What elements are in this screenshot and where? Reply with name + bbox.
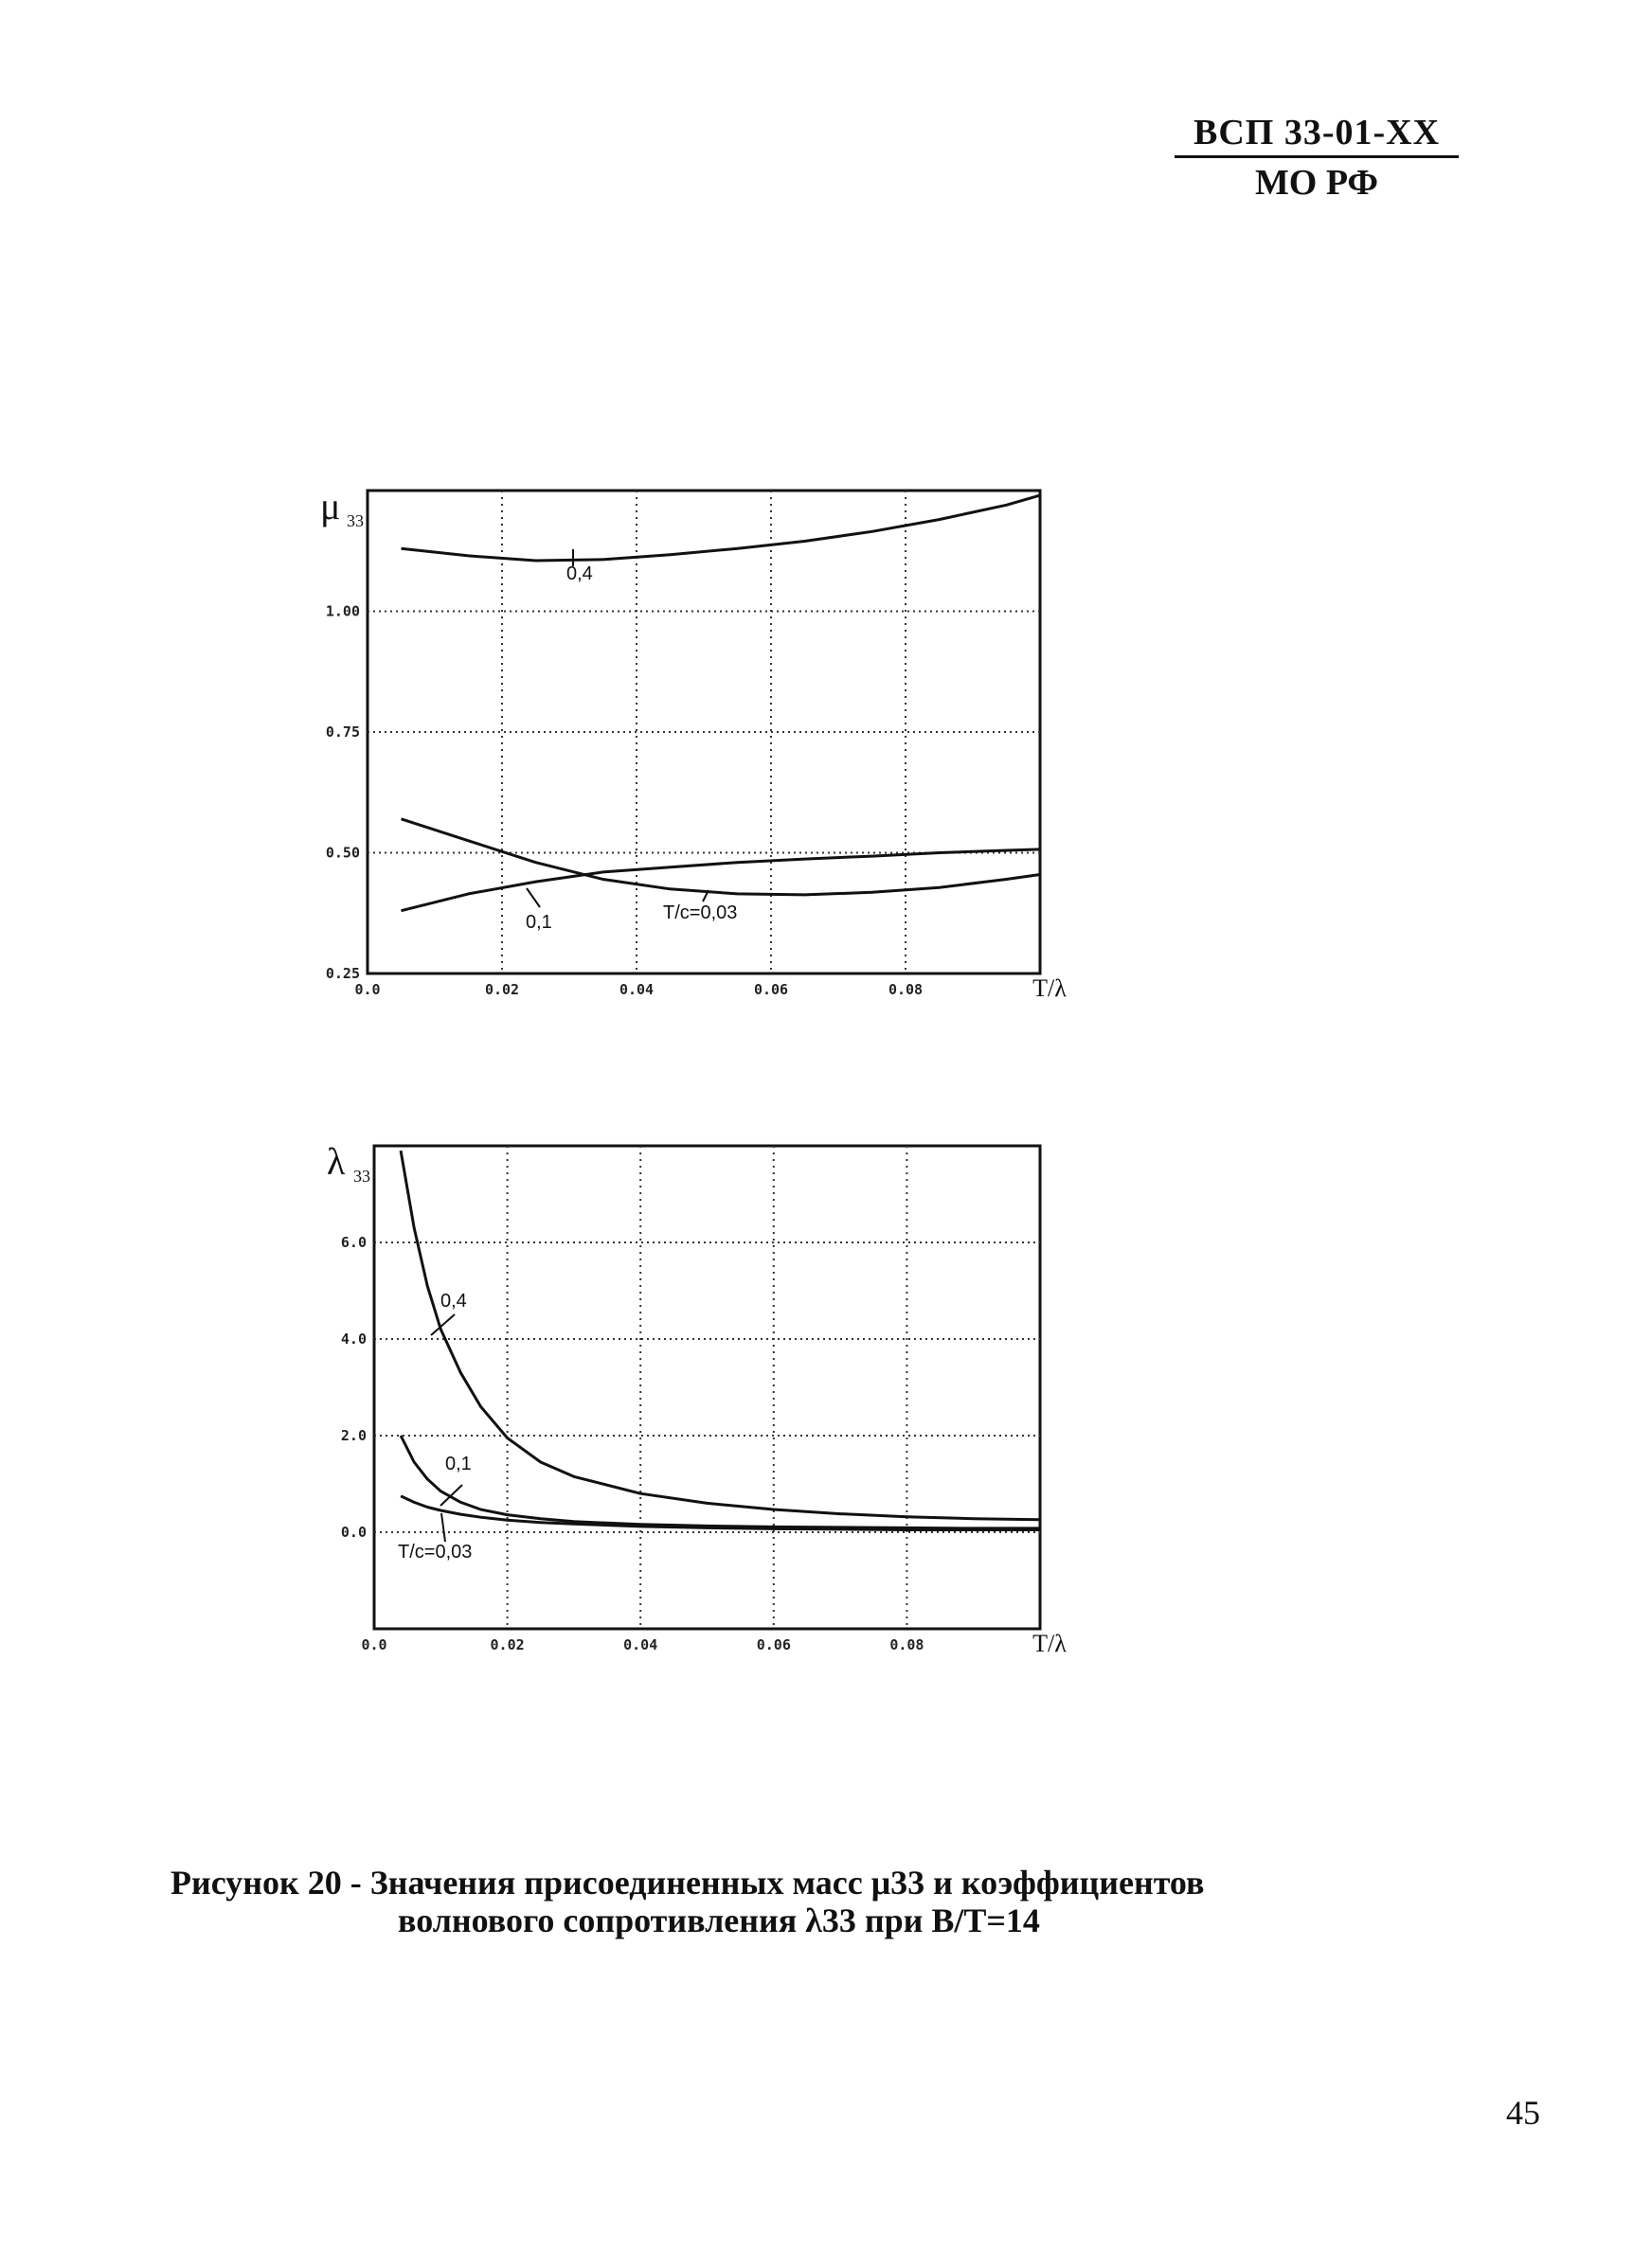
curve-label: T/c=0,03	[398, 1542, 472, 1563]
y-tick-label: 2.0	[341, 1427, 367, 1444]
y-tick-label: 0.25	[326, 965, 360, 982]
x-tick-label: 0.02	[491, 1636, 525, 1653]
x-tick-label: 0.0	[354, 981, 380, 998]
y-tick-label: 0.75	[326, 723, 360, 741]
x-tick-label: 0.08	[888, 981, 923, 998]
curve-label-leader	[440, 1484, 463, 1507]
series-line-0	[401, 493, 1041, 563]
y-axis-label-subscript: 33	[353, 1167, 370, 1186]
curve-label: 0,4	[440, 1291, 467, 1312]
x-tick-label: 0.08	[889, 1636, 924, 1653]
x-axis-label: T/λ	[1032, 1630, 1067, 1657]
curve-label: T/c=0,03	[663, 902, 737, 923]
x-tick-label: 0.06	[757, 1636, 791, 1653]
y-axis-label-subscript: 33	[347, 511, 364, 530]
y-axis-label: λ	[327, 1140, 346, 1183]
series-line-2	[401, 817, 1041, 897]
document-header: ВСП 33-01-XX МО РФ	[1175, 112, 1459, 204]
series-line-1	[401, 848, 1041, 913]
y-tick-label: 0.50	[326, 845, 360, 862]
chart-lambda33: 0.0 2.0 4.0 6.0 0.0 0.02 0.04 0.06 0.08 T/λ λ 33 0,4…	[327, 1140, 1067, 1657]
plot-frame	[372, 1144, 1042, 1631]
x-tick-label: 0.0	[361, 1636, 386, 1653]
chart-mu33: 0.25 0.50 0.75 1.00 0.0 0.02 0.04 0.06 0.08 T/λ μ 3…	[320, 485, 1067, 1002]
y-tick-label: 1.00	[326, 603, 360, 620]
y-axis-label: μ	[320, 485, 340, 527]
curve-label: 0,1	[526, 912, 552, 933]
organization: МО РФ	[1254, 163, 1379, 203]
curve-label: 0,4	[566, 563, 593, 584]
x-tick-label: 0.02	[485, 981, 519, 998]
y-tick-label: 0.0	[341, 1524, 367, 1541]
figure-caption: Рисунок 20 - Значения присоединенных мас…	[170, 1864, 1402, 1939]
series-line-2	[400, 1494, 1040, 1531]
series-line-0	[399, 1150, 1041, 1522]
series-line-1	[399, 1435, 1040, 1530]
x-tick-label: 0.04	[619, 981, 654, 998]
y-tick-label: 4.0	[341, 1330, 367, 1348]
y-tick-label: 6.0	[341, 1234, 367, 1251]
curve-label-leader	[702, 889, 709, 902]
caption-line-2: волнового сопротивления λ33 при B/T=14	[398, 1902, 1040, 1939]
curve-label-leader	[430, 1313, 456, 1336]
curve-label-leader	[526, 887, 541, 908]
x-axis-label: T/λ	[1032, 974, 1067, 1002]
document-code: ВСП 33-01-XX	[1175, 112, 1459, 158]
curve-label-leader	[440, 1512, 446, 1543]
x-tick-label: 0.04	[623, 1636, 657, 1653]
x-tick-label: 0.06	[754, 981, 788, 998]
page-number: 45	[1506, 2094, 1540, 2132]
curve-label: 0,1	[445, 1454, 472, 1474]
caption-line-1: Рисунок 20 - Значения присоединенных мас…	[170, 1864, 1205, 1902]
